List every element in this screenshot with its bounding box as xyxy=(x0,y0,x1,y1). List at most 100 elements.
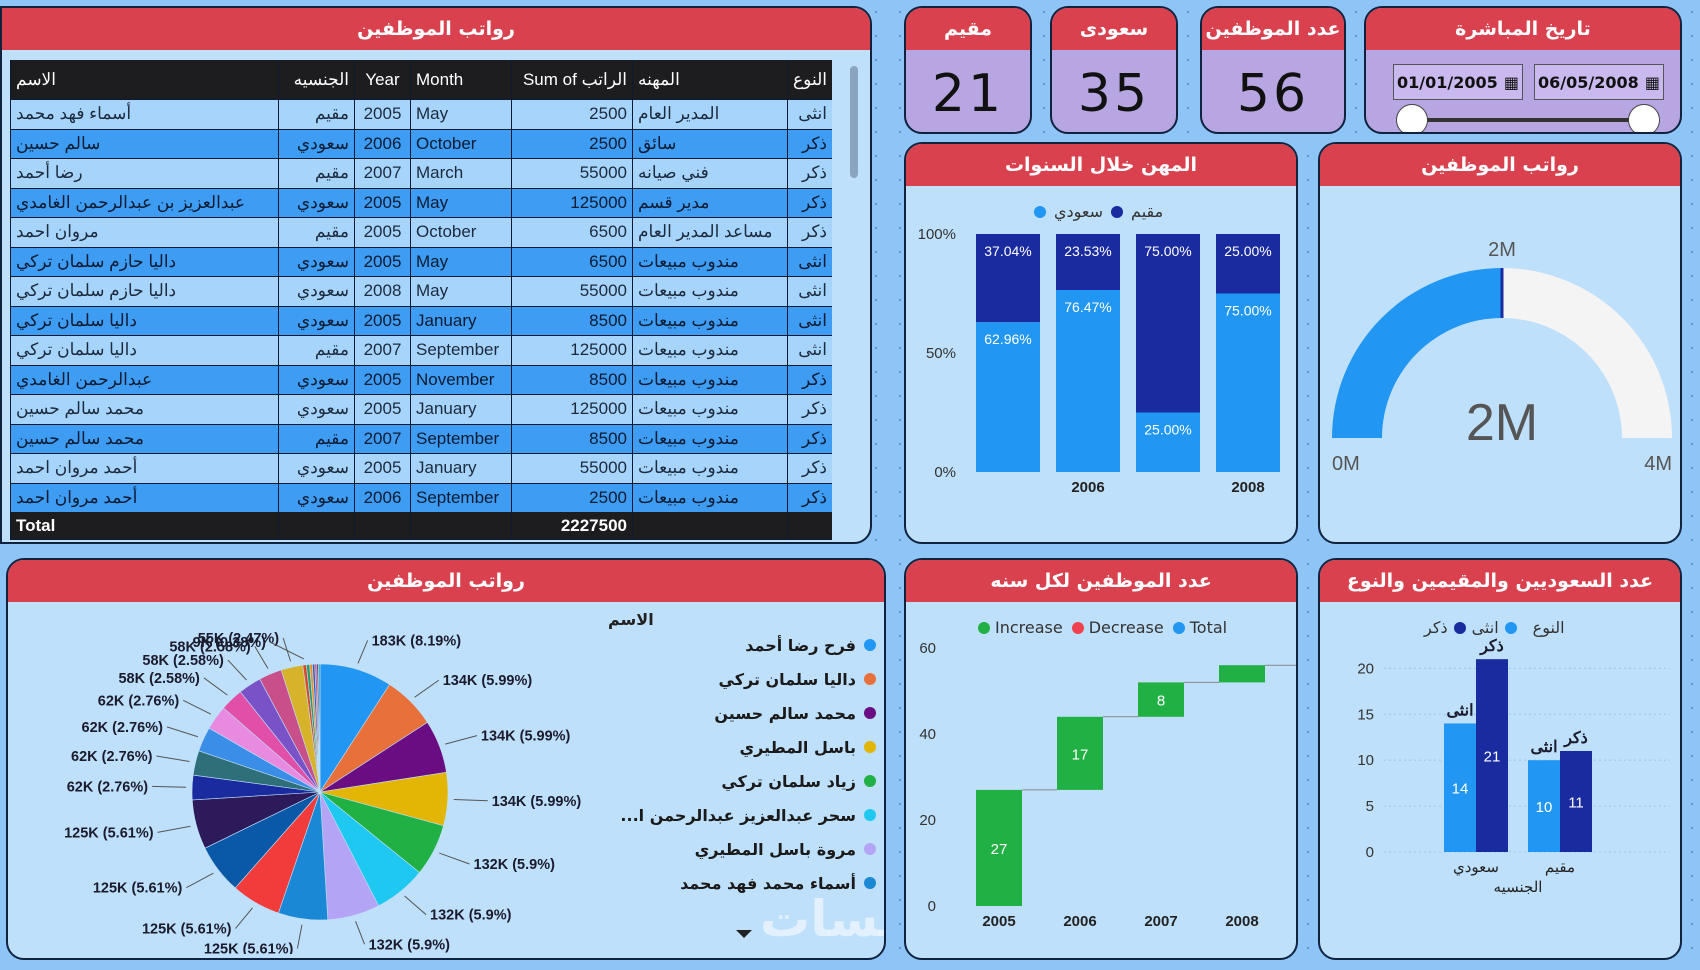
table-row[interactable]: داليا سلمان تركي مقيم 2007 September 125000 م… xyxy=(10,336,832,366)
column-header-occupation[interactable]: المهنه xyxy=(632,60,787,99)
column-header-month[interactable]: Month xyxy=(410,60,511,99)
pie-leader-line xyxy=(445,735,478,745)
column-header-salary[interactable]: Sum of الراتب xyxy=(511,60,632,99)
cell-salary: 8500 xyxy=(511,365,632,394)
pie-legend: فرح رضا أحمد داليا سلمان تركي محمد سالم حس… xyxy=(616,628,876,900)
table-row[interactable]: أحمد مروان احمد سعودي 2006 September 2500 مند… xyxy=(10,483,832,513)
cell-month: September xyxy=(410,424,511,453)
occupations-chart-title: المهن خلال السنوات xyxy=(906,144,1296,186)
bar-ذكر xyxy=(1560,751,1592,852)
salary-gauge-chart: 2M 2M 0M 4M xyxy=(1332,239,1672,475)
legend-increase-label: Increase xyxy=(995,618,1063,637)
pie-data-label: 125K (5.61%) xyxy=(204,942,294,954)
cell-nationality: مقيم xyxy=(278,218,354,247)
table-row[interactable]: رضا أحمد مقيم 2007 March 55000 فني صيانه ذكر xyxy=(10,159,832,189)
kpi-resident-card: مقيم 21 xyxy=(904,6,1032,134)
table-row[interactable]: داليا سلمان تركي سعودي 2005 January 8500 مندو… xyxy=(10,306,832,336)
bar-انثى xyxy=(1528,760,1560,852)
legend-dot-increase xyxy=(978,621,990,634)
cell-year: 2005 xyxy=(354,100,410,129)
pie-data-label: 62K (2.76%) xyxy=(71,749,153,765)
bar-resident-2005 xyxy=(976,234,1040,323)
legend-dot-decrease xyxy=(1071,621,1084,634)
column-header-year[interactable]: Year xyxy=(354,60,410,99)
waterfall-bar-2007 xyxy=(1138,682,1184,717)
legend-dot-total xyxy=(1172,621,1185,634)
data-label-resident: 25.00% xyxy=(1224,243,1271,259)
data-label-saudi: 62.96% xyxy=(984,331,1031,347)
pie-leader-line xyxy=(186,872,214,889)
cell-occupation: مندوب مبيعات xyxy=(632,277,787,306)
cell-name: محمد سالم حسين xyxy=(10,424,278,453)
pie-data-label: 134K (5.99%) xyxy=(492,794,582,810)
pie-legend-item[interactable]: محمد سالم حسين xyxy=(616,696,876,730)
pie-legend-item[interactable]: سحر عبدالعزيز عبدالرحمن ا... xyxy=(616,798,876,832)
date-slider-track[interactable] xyxy=(1412,118,1644,122)
gender-clustered-bar-chart: 0 5 10 15 20 14 انثى 21 ذكر سعودي 10 انثى 11 ذكر مقيما… xyxy=(1357,638,1670,896)
table-row[interactable]: سالم حسين سعودي 2006 October 2500 سائق ذكر xyxy=(10,129,832,159)
total-cell xyxy=(787,512,832,539)
cell-month: May xyxy=(410,100,511,129)
column-header-nationality[interactable]: الجنسيه xyxy=(278,60,354,99)
pie-chart-panel: رواتب الموظفين 183K (8.19%) 134K (5.99%) 1… xyxy=(6,558,886,960)
pie-legend-title: الاسم xyxy=(608,610,654,629)
cell-nationality: سعودي xyxy=(278,306,354,335)
table-row[interactable]: داليا حازم سلمان تركي سعودي 2005 May 6500 مند… xyxy=(10,247,832,277)
kpi-employees-card: عدد الموظفين 56 xyxy=(1200,6,1346,134)
cell-salary: 55000 xyxy=(511,454,632,483)
waterfall-legend: Increase Decrease Total xyxy=(978,618,1227,637)
y-tick-label: 100% xyxy=(918,226,956,243)
table-row[interactable]: عبدالرحمن الغامدي سعودي 2005 November 8500 من… xyxy=(10,365,832,395)
cell-occupation: مندوب مبيعات xyxy=(632,395,787,424)
table-row[interactable]: أحمد مروان احمد سعودي 2005 January 55000 مندو… xyxy=(10,454,832,484)
waterfall-data-label: 17 xyxy=(1072,746,1089,763)
calendar-icon[interactable]: ▦ xyxy=(1644,72,1660,92)
date-slider-start-handle[interactable] xyxy=(1396,104,1428,132)
column-header-name[interactable]: الاسم xyxy=(10,60,278,99)
table-scrollbar[interactable] xyxy=(850,66,858,178)
pie-legend-label: سحر عبدالعزيز عبدالرحمن ا... xyxy=(620,805,856,825)
bar-saudi-2006 xyxy=(1056,290,1120,472)
pie-legend-item[interactable]: فرح رضا أحمد xyxy=(616,628,876,662)
bar-value-label: 11 xyxy=(1568,795,1584,812)
pie-legend-item[interactable]: أسماء محمد فهد محمد xyxy=(616,866,876,900)
end-date-input[interactable]: 06/05/2008 ▦ xyxy=(1534,64,1664,100)
table-row[interactable]: مروان احمد مقيم 2005 October 6500 مساعد المدي… xyxy=(10,218,832,248)
cell-month: January xyxy=(410,454,511,483)
pie-legend-label: أسماء محمد فهد محمد xyxy=(680,873,856,893)
pie-legend-item[interactable]: زياد سلمان تركي xyxy=(616,764,876,798)
kpi-employees-value: 56 xyxy=(1236,64,1310,124)
cell-name: داليا سلمان تركي xyxy=(10,336,278,365)
pie-legend-item[interactable]: داليا سلمان تركي xyxy=(616,662,876,696)
table-row[interactable]: محمد سالم حسين سعودي 2005 January 125000 مندو… xyxy=(10,395,832,425)
pie-legend-label: مروة باسل المطيري xyxy=(694,839,856,859)
cell-name: رضا أحمد xyxy=(10,159,278,188)
watermark: خمسات xyxy=(760,890,884,948)
legend-total-label: Total xyxy=(1189,618,1228,637)
pie-leader-line xyxy=(357,640,369,664)
column-header-gender[interactable]: النوع xyxy=(787,60,832,99)
cell-salary: 125000 xyxy=(511,395,632,424)
cell-nationality: سعودي xyxy=(278,365,354,394)
cell-nationality: مقيم xyxy=(278,336,354,365)
pie-legend-item[interactable]: باسل المطيري xyxy=(616,730,876,764)
table-row[interactable]: عبدالعزيز بن عبدالرحمن الغامدي سعودي 2005 M… xyxy=(10,188,832,218)
cell-salary: 8500 xyxy=(511,424,632,453)
gauge-min-label: 0M xyxy=(1332,453,1360,475)
pie-leader-line xyxy=(152,785,187,788)
cell-year: 2008 xyxy=(354,277,410,306)
table-row[interactable]: داليا حازم سلمان تركي سعودي 2008 May 55000 من… xyxy=(10,277,832,307)
pie-legend-item[interactable]: مروة باسل المطيري xyxy=(616,832,876,866)
legend-scroll-down-icon[interactable] xyxy=(736,930,752,938)
table-row[interactable]: أسماء فهد محمد مقيم 2005 May 2500 المدير العا… xyxy=(10,100,832,130)
cell-salary: 2500 xyxy=(511,129,632,158)
start-date-input[interactable]: 01/01/2005 ▦ xyxy=(1393,64,1523,100)
date-slider-end-handle[interactable] xyxy=(1628,104,1660,132)
cell-occupation: مندوب مبيعات xyxy=(632,247,787,276)
calendar-icon[interactable]: ▦ xyxy=(1503,72,1519,92)
cell-nationality: مقيم xyxy=(278,424,354,453)
gauge-title: رواتب الموظفين xyxy=(1320,144,1680,186)
cell-year: 2007 xyxy=(354,159,410,188)
table-row[interactable]: محمد سالم حسين مقيم 2007 September 8500 مندوب… xyxy=(10,424,832,454)
cell-month: May xyxy=(410,247,511,276)
